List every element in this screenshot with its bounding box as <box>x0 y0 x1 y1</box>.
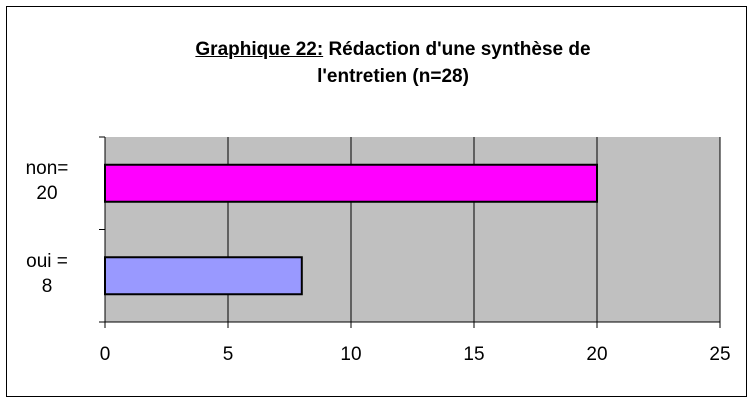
x-tick-label: 25 <box>709 344 730 365</box>
x-tick-label: 15 <box>463 344 484 365</box>
bar <box>104 256 303 296</box>
x-tick-label: 10 <box>340 344 361 365</box>
chart-title: Graphique 22: Rédaction d'une synthèse d… <box>173 36 613 90</box>
title-text: Rédaction d'une synthèse de l'entretien … <box>317 39 591 87</box>
x-tick-label: 0 <box>100 344 111 365</box>
x-tick-label: 5 <box>223 344 234 365</box>
x-tick-label: 20 <box>586 344 607 365</box>
y-tick-label: non= 20 <box>25 158 69 205</box>
bar <box>104 163 598 203</box>
title-label: Graphique 22: <box>195 39 324 60</box>
y-tick-label: oui = 8 <box>26 250 68 297</box>
